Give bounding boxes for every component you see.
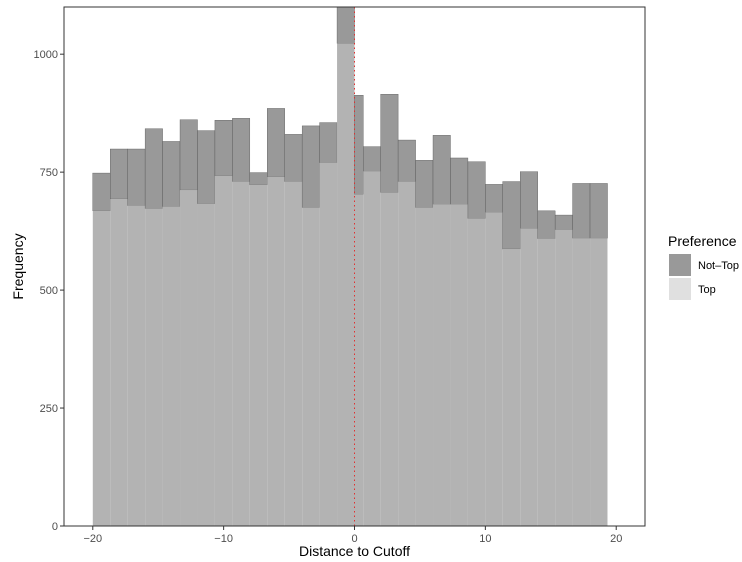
bar-top <box>337 43 355 526</box>
bar-top <box>502 249 521 526</box>
x-axis: −20 −10 0 10 20 <box>83 526 622 545</box>
x-axis-title: Distance to Cutoff <box>299 543 410 559</box>
bar-not-top <box>267 108 285 178</box>
bar-top <box>467 218 486 526</box>
bar-top <box>145 208 163 526</box>
bar-not-top <box>336 7 355 44</box>
bar-top <box>380 192 399 526</box>
bar-top <box>267 176 285 526</box>
legend-label: Not–Top <box>698 260 739 272</box>
bar-top <box>110 199 128 526</box>
y-axis-title: Frequency <box>10 233 26 299</box>
bar-not-top <box>179 119 198 191</box>
y-tick-label: 1000 <box>34 49 58 61</box>
bar-top <box>162 206 181 526</box>
bar-top <box>450 204 468 526</box>
y-tick-label: 750 <box>40 167 58 179</box>
bar-not-top <box>554 214 573 230</box>
legend-key <box>669 254 691 276</box>
bar-top <box>232 181 250 526</box>
x-tick-label: 20 <box>610 533 622 545</box>
x-tick-label: −20 <box>83 533 102 545</box>
x-tick-label: −10 <box>214 533 233 545</box>
x-tick-label: 0 <box>351 533 357 545</box>
y-tick-label: 0 <box>52 521 58 533</box>
bar-top <box>485 212 503 526</box>
bar-not-top <box>319 122 338 163</box>
bar-not-top <box>502 181 521 250</box>
bar-top <box>537 238 556 526</box>
bar-not-top <box>450 157 469 205</box>
bar-not-top <box>127 148 146 206</box>
bar-top <box>354 194 364 526</box>
bar-not-top <box>197 130 216 204</box>
bar-top <box>214 175 233 526</box>
bar-top <box>197 203 215 526</box>
legend-label: Top <box>698 284 716 296</box>
bar-not-top <box>162 141 181 207</box>
bar-not-top <box>232 118 251 182</box>
bar-top <box>398 181 416 526</box>
legend-key <box>669 278 691 300</box>
bar-top <box>363 171 381 526</box>
bar-top <box>433 204 451 526</box>
y-tick-label: 500 <box>40 285 58 297</box>
bar-not-top <box>397 139 416 182</box>
bar-not-top <box>301 125 320 208</box>
bar-not-top <box>572 183 591 239</box>
bar-top <box>415 207 434 526</box>
bar-not-top <box>432 135 451 205</box>
bar-not-top <box>589 183 608 239</box>
bar-not-top <box>354 95 364 195</box>
bar-top <box>572 238 591 526</box>
bar-not-top <box>92 172 111 212</box>
bar-not-top <box>380 94 399 193</box>
x-tick-label: 10 <box>479 533 491 545</box>
bar-not-top <box>537 210 556 239</box>
bar-top <box>92 210 111 526</box>
bar-not-top <box>415 160 434 208</box>
bar-top <box>555 229 573 526</box>
bar-top <box>127 205 146 526</box>
bar-top <box>302 207 320 526</box>
bar-not-top <box>467 161 486 219</box>
bar-not-top <box>284 134 303 182</box>
bar-not-top <box>363 146 381 172</box>
bar-top <box>284 181 303 526</box>
bar-not-top <box>485 184 503 213</box>
bar-not-top <box>214 120 233 177</box>
y-tick-label: 250 <box>40 403 58 415</box>
legend: Preference Not–Top Top <box>668 233 739 300</box>
bar-not-top <box>144 128 163 209</box>
bar-top <box>520 228 538 526</box>
bar-top <box>319 162 338 526</box>
bar-top <box>180 190 198 526</box>
bar-not-top <box>249 172 268 186</box>
bar-top <box>249 184 268 526</box>
y-axis: 0 250 500 750 1000 <box>34 49 64 533</box>
bar-not-top <box>110 148 128 200</box>
bar-not-top <box>520 171 538 229</box>
legend-title: Preference <box>668 233 737 249</box>
bar-top <box>590 238 608 526</box>
bars-layer <box>92 7 608 526</box>
